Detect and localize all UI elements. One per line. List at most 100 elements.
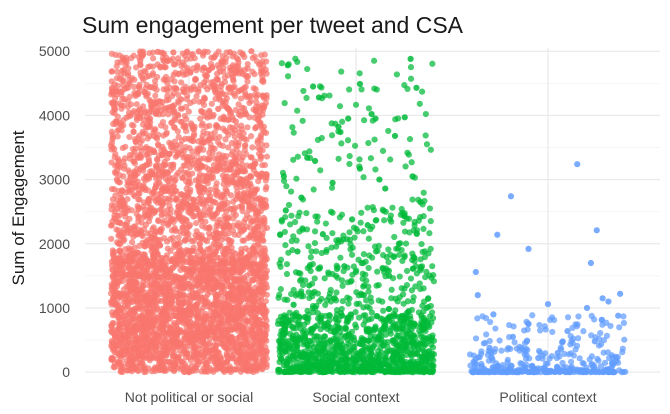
data-point	[221, 79, 229, 86]
data-point	[171, 366, 178, 374]
data-point	[187, 221, 194, 229]
data-point	[121, 162, 128, 169]
data-point	[116, 52, 123, 59]
data-point	[125, 275, 132, 282]
data-point	[251, 206, 259, 213]
data-point	[243, 162, 251, 169]
data-point	[195, 322, 202, 329]
data-point	[261, 51, 268, 58]
data-point	[168, 309, 175, 316]
data-point	[197, 245, 204, 252]
data-point	[203, 238, 211, 245]
data-point	[228, 205, 235, 213]
data-point	[283, 270, 291, 278]
data-point	[148, 281, 155, 288]
data-point	[247, 310, 254, 317]
data-point	[138, 137, 146, 144]
data-point	[114, 59, 121, 66]
data-point	[148, 207, 156, 214]
data-point	[113, 349, 120, 356]
data-point	[213, 297, 220, 304]
data-point	[160, 162, 167, 170]
data-point	[219, 248, 227, 256]
data-point	[166, 150, 173, 158]
data-point	[218, 83, 225, 90]
data-point	[225, 144, 232, 151]
data-point	[402, 163, 409, 170]
data-point	[147, 84, 155, 91]
data-point	[108, 91, 115, 98]
data-point	[316, 298, 323, 305]
data-point	[179, 204, 186, 211]
data-point	[155, 142, 162, 149]
data-point	[230, 64, 237, 71]
data-point	[340, 268, 347, 275]
data-point	[243, 263, 250, 270]
data-point	[128, 239, 136, 246]
data-point	[155, 191, 162, 198]
data-point	[407, 64, 415, 71]
data-point	[223, 54, 230, 62]
data-point	[233, 366, 241, 373]
data-point	[166, 175, 173, 182]
data-point	[125, 253, 132, 261]
data-point	[162, 351, 169, 359]
data-point	[260, 214, 267, 222]
data-point	[128, 207, 135, 214]
data-point	[369, 203, 376, 211]
data-point	[169, 303, 176, 310]
data-point	[215, 105, 222, 113]
data-point	[156, 227, 164, 234]
data-point	[250, 348, 257, 355]
data-point	[415, 309, 422, 316]
data-point	[156, 180, 163, 187]
data-point	[150, 253, 157, 260]
data-point	[243, 136, 250, 143]
data-point	[143, 352, 150, 360]
data-point	[131, 365, 138, 372]
data-point	[182, 143, 189, 151]
data-point	[114, 133, 121, 140]
data-point	[261, 225, 268, 232]
data-point	[263, 171, 270, 178]
data-point	[199, 120, 206, 127]
data-point	[176, 347, 183, 354]
data-point	[420, 225, 427, 233]
data-point	[240, 226, 248, 233]
data-point	[174, 207, 181, 215]
data-point	[136, 264, 143, 271]
data-point	[164, 88, 171, 95]
data-point	[193, 282, 200, 289]
data-point	[409, 196, 416, 203]
data-point	[213, 222, 220, 229]
point-layer	[107, 48, 629, 376]
data-point	[140, 182, 147, 189]
data-point	[176, 251, 184, 258]
data-point	[128, 75, 136, 82]
data-point	[189, 312, 196, 319]
data-point	[121, 200, 128, 207]
data-point	[119, 144, 126, 152]
data-point	[385, 246, 392, 253]
data-point	[168, 190, 175, 197]
data-point	[372, 166, 379, 173]
data-point	[233, 276, 240, 283]
data-point	[110, 363, 117, 371]
data-point	[207, 186, 214, 193]
data-point	[175, 354, 182, 361]
data-point	[293, 237, 300, 244]
data-point	[245, 343, 252, 351]
data-point	[137, 153, 144, 160]
data-point	[183, 116, 190, 123]
data-point	[417, 285, 424, 293]
data-point	[363, 297, 370, 304]
data-point	[112, 215, 119, 222]
series-2-points	[274, 55, 438, 376]
data-point	[219, 172, 226, 179]
data-point	[165, 280, 172, 288]
data-point	[187, 186, 194, 193]
data-point	[219, 326, 226, 333]
data-point	[250, 341, 257, 348]
data-point	[185, 285, 193, 292]
data-point	[111, 311, 118, 318]
